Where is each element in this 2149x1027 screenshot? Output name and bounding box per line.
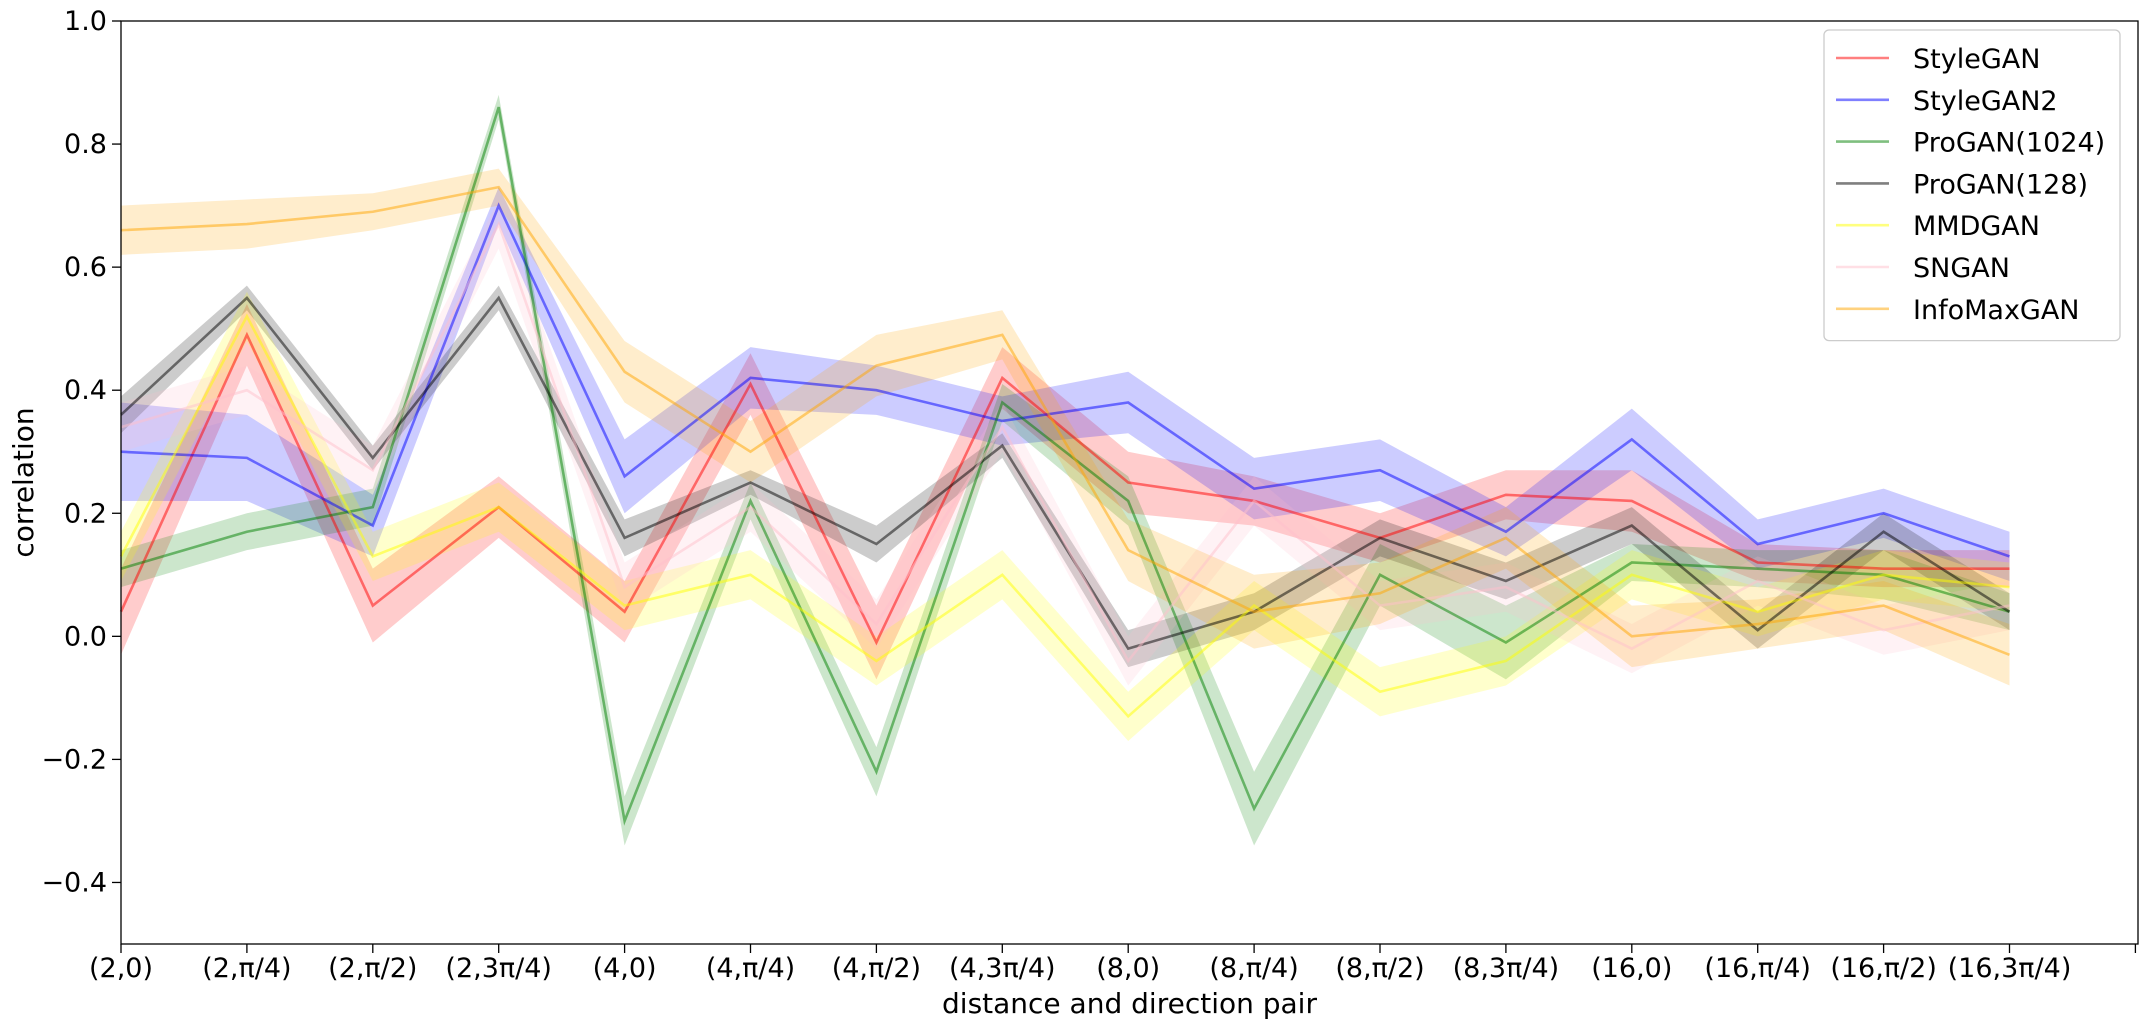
x-tick-label: (2,π/4): [202, 953, 291, 984]
x-tick-label: (8,π/2): [1335, 953, 1424, 984]
plot-frame: [120, 20, 2139, 945]
legend-label: ProGAN(1024): [1913, 128, 2105, 159]
x-tick-label: (2,0): [89, 953, 153, 984]
y-axis-label: correlation: [7, 407, 40, 557]
x-tick-label: (16,0): [1591, 953, 1672, 984]
line-stylegan2: [120, 202, 2010, 558]
x-tick-label: (16,π/2): [1830, 953, 1937, 984]
x-tick-label: (4,0): [593, 953, 657, 984]
legend-box: [1823, 29, 2121, 342]
series-lines: [119, 106, 2011, 826]
y-tick-label: 0.2: [64, 498, 107, 529]
line-progan-128: [120, 295, 2011, 651]
legend-label: StyleGAN2: [1913, 86, 2058, 117]
legend-label: MMDGAN: [1913, 211, 2040, 242]
y-tick-label: 0.4: [64, 375, 107, 406]
line-stylegan: [119, 331, 2010, 646]
x-axis-label: distance and direction pair: [942, 987, 1317, 1020]
band-stylegan2: [121, 187, 2010, 581]
band-infomaxgan: [121, 168, 2010, 686]
y-tick-label: 0.0: [64, 621, 107, 652]
legend-label: ProGAN(128): [1913, 169, 2088, 200]
x-tick-label: (16,π/4): [1704, 953, 1811, 984]
x-tick-label: (2,3π/4): [445, 953, 552, 984]
line-mmdgan: [119, 313, 2010, 719]
x-tick-label: (4,π/4): [706, 953, 795, 984]
y-tick-label: −0.4: [41, 867, 107, 898]
x-tick-label: (8,3π/4): [1453, 953, 1560, 984]
x-tick-label: (4,3π/4): [949, 953, 1056, 984]
y-tick-label: 1.0: [64, 6, 107, 37]
line-progan-1024: [120, 106, 2010, 826]
legend: StyleGAN StyleGAN2 ProGAN(1024) ProGAN(128)…: [1823, 29, 2121, 342]
band-progan-128: [121, 285, 2010, 668]
line-sngan: [120, 220, 2010, 664]
x-tick-label: (16,3π/4): [1948, 953, 2072, 984]
line-infomaxgan: [120, 185, 2010, 657]
y-axis-ticks: −0.4 −0.2 0.0 0.2 0.4 0.6 0.8 1.0: [41, 6, 121, 898]
legend-label: SNGAN: [1913, 253, 2010, 284]
band-mmdgan: [121, 291, 2010, 741]
x-tick-label: (4,π/2): [832, 953, 921, 984]
x-tick-label: (8,0): [1096, 953, 1160, 984]
y-tick-label: 0.8: [64, 129, 107, 160]
x-tick-label: (2,π/2): [328, 953, 417, 984]
y-tick-label: −0.2: [41, 744, 107, 775]
band-progan-1024: [121, 94, 2010, 846]
x-axis-ticks: (2,0) (2,π/4) (2,π/2) (2,3π/4) (4,0) (4,π/4) (…: [89, 944, 2137, 984]
x-tick-label: (8,π/4): [1209, 953, 1298, 984]
legend-label: StyleGAN: [1913, 44, 2040, 75]
legend-label: InfoMaxGAN: [1913, 295, 2080, 326]
y-tick-label: 0.6: [64, 252, 107, 283]
